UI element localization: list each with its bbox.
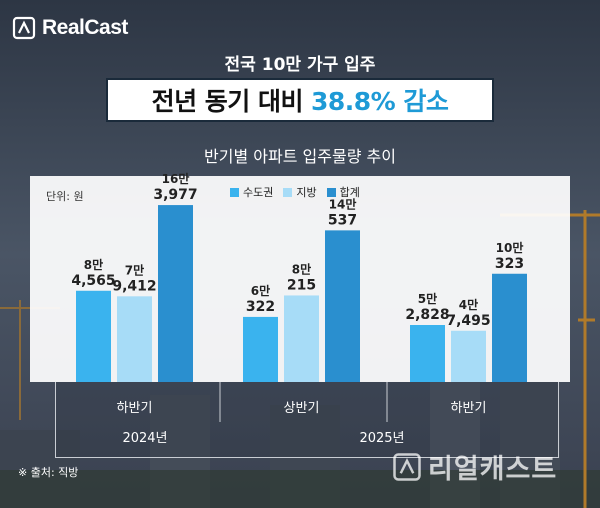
headline-highlight: 38.8% 감소 <box>310 87 449 116</box>
bar-local-1 <box>284 295 319 382</box>
legend-swatch-capital <box>230 187 239 197</box>
headline-box: 전년 동기 대비 38.8% 감소 <box>106 78 494 122</box>
chart-title: 반기별 아파트 입주물량 추이 <box>204 147 396 166</box>
bar-total-1 <box>325 230 360 382</box>
bar-capital-2 <box>410 325 445 382</box>
legend: 수도권 지방 합계 <box>230 184 360 200</box>
watermark-text: 리얼캐스트 <box>428 454 558 485</box>
year-label-0: 2024년 <box>122 431 167 446</box>
legend-swatch-total <box>326 187 336 197</box>
headline-main: 전년 동기 대비 <box>151 87 304 116</box>
data-label-rest-capital-2: 2,828 <box>405 307 449 323</box>
headline-subtitle: 전국 10만 가구 입주 <box>224 55 376 75</box>
source-note: ※ 출처: 직방 <box>18 466 79 479</box>
x-tick-label-1: 상반기 <box>284 401 320 416</box>
legend-swatch-local <box>283 187 293 197</box>
realcast-logo-icon <box>12 16 36 40</box>
bar-total-2 <box>492 273 527 382</box>
data-label-rest-capital-1: 322 <box>246 299 275 315</box>
legend-item-total: 합계 <box>326 184 360 200</box>
bar-local-0 <box>117 296 152 382</box>
watermark: 리얼캐스트 <box>392 447 557 486</box>
legend-label-capital: 수도권 <box>243 186 274 199</box>
data-label-man-total-1: 14만 <box>329 196 357 211</box>
data-label-man-capital-0: 8만 <box>84 257 103 272</box>
data-label-rest-local-0: 9,412 <box>112 278 156 294</box>
data-label-rest-capital-0: 4,565 <box>71 273 115 289</box>
data-label-man-local-0: 7만 <box>125 262 144 277</box>
x-tick-label-2: 하반기 <box>451 401 487 416</box>
legend-label-total: 합계 <box>339 186 360 199</box>
logo-text: RealCast <box>42 16 128 39</box>
realcast-logo: RealCast <box>12 16 128 40</box>
legend-item-local: 지방 <box>283 184 317 200</box>
data-label-man-total-2: 10만 <box>496 240 524 255</box>
bar-total-0 <box>158 205 193 382</box>
data-label-man-capital-1: 6만 <box>251 283 270 298</box>
legend-label-local: 지방 <box>296 186 317 199</box>
x-axis-panel <box>55 382 559 458</box>
bar-capital-1 <box>243 316 278 382</box>
bar-capital-0 <box>76 290 111 382</box>
data-label-rest-local-1: 215 <box>287 277 316 293</box>
legend-item-capital: 수도권 <box>230 184 273 200</box>
year-label-1: 2025년 <box>359 431 404 446</box>
watermark-logo-icon <box>393 452 421 481</box>
data-label-rest-total-2: 323 <box>495 256 524 272</box>
bar-local-2 <box>451 330 486 382</box>
data-label-man-local-1: 8만 <box>292 261 311 276</box>
data-label-man-capital-2: 5만 <box>418 291 437 306</box>
data-label-man-local-2: 4만 <box>459 297 478 312</box>
data-label-man-total-0: 16만 <box>162 171 190 186</box>
unit-label: 단위: 원 <box>46 190 84 203</box>
data-label-rest-total-1: 537 <box>328 212 357 228</box>
x-tick-label-0: 하반기 <box>117 401 153 416</box>
data-label-rest-total-0: 3,977 <box>153 187 197 203</box>
data-label-rest-local-2: 7,495 <box>446 313 490 329</box>
